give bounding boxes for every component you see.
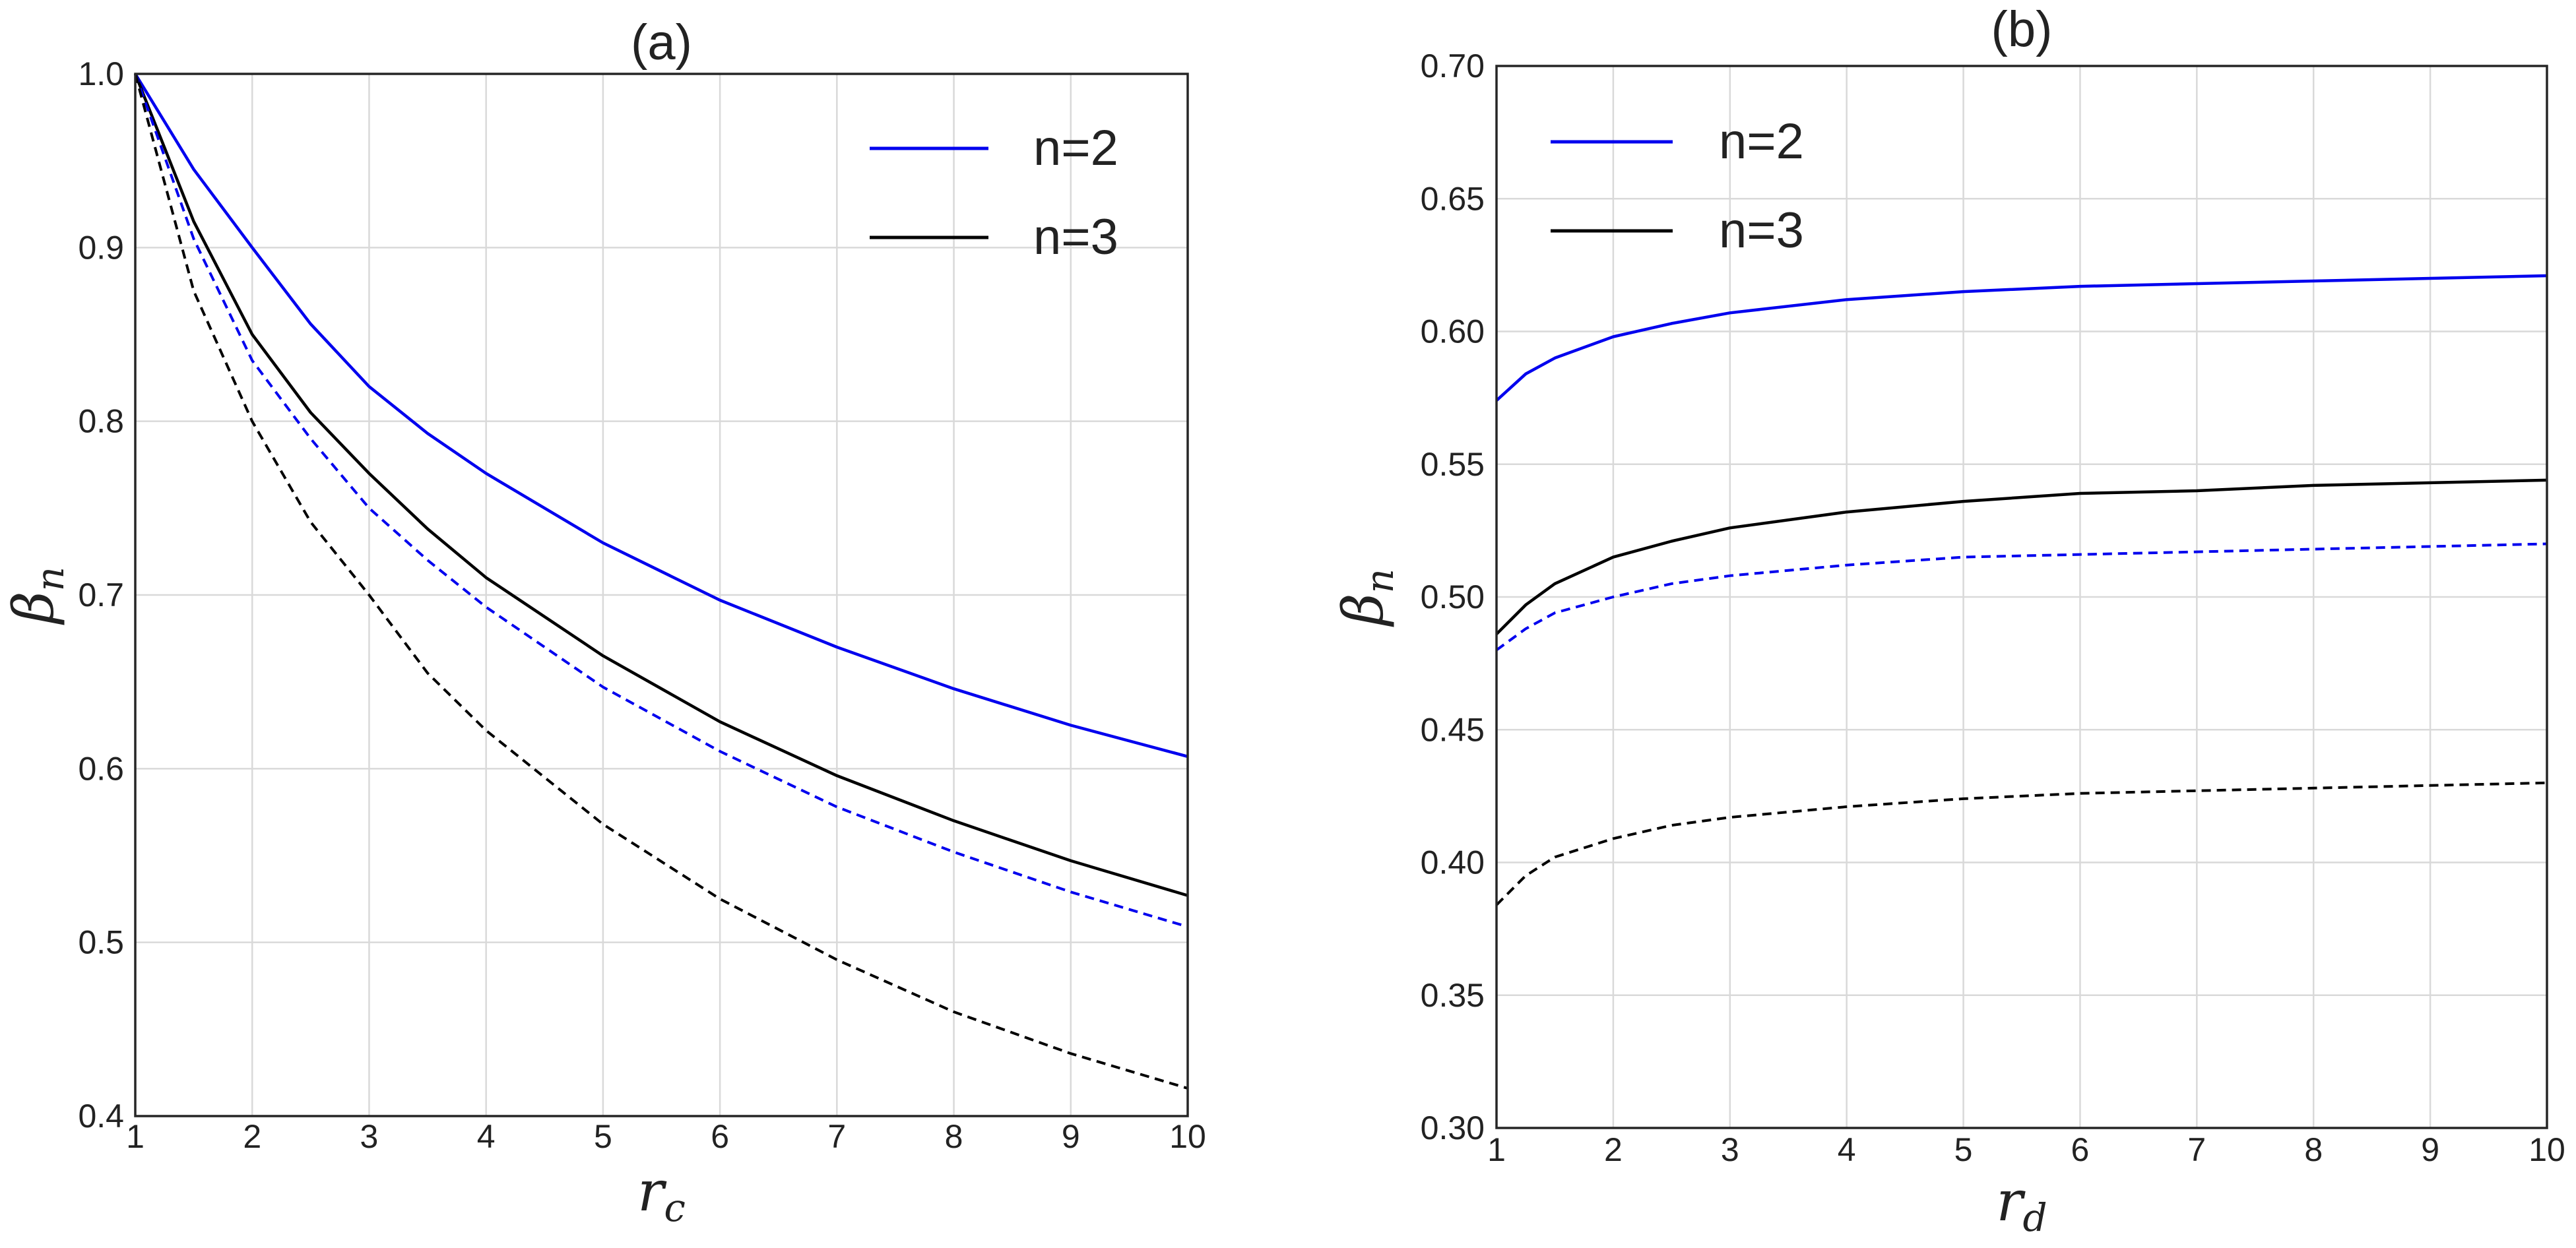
x-tick-label: 7: [2187, 1131, 2206, 1168]
x-tick-label: 1: [1487, 1131, 1506, 1168]
y-tick-label: 0.55: [1421, 446, 1485, 483]
x-tick-label: 2: [1604, 1131, 1623, 1168]
chart-panel-b: 1 2 3 4 5 6 7 8 9 10 0.30 0.35 0.40 0.45 0.50 0.55 0.60 0…: [1331, 1, 2565, 1240]
legend-label: n=2: [1033, 120, 1118, 176]
x-axis-label: rc: [637, 1159, 686, 1230]
y-axis-label-sub: n: [1357, 569, 1402, 593]
y-tick-label: 0.30: [1421, 1109, 1485, 1146]
x-axis-label-sub: d: [2023, 1195, 2047, 1240]
x-tick-label: 8: [2304, 1131, 2323, 1168]
y-tick-label: 0.5: [78, 924, 124, 961]
x-tick-label: 3: [1721, 1131, 1739, 1168]
panel-title: (a): [631, 15, 692, 71]
x-axis-label-main: r: [637, 1159, 667, 1224]
x-tick-label: 4: [1838, 1131, 1856, 1168]
y-tick-label: 0.60: [1421, 313, 1485, 350]
series-line-4-n-3-dashed-: [134, 73, 1188, 1090]
x-axis-label-main: r: [1996, 1169, 2026, 1233]
y-tick-label: 0.6: [78, 750, 124, 787]
x-axis-label-sub: c: [664, 1185, 685, 1230]
series-line-4-n-3-dashed-: [1495, 781, 2548, 906]
x-tick-label: 8: [945, 1118, 963, 1155]
y-axis-label-sub: n: [28, 567, 73, 591]
y-tick-label: 0.8: [78, 403, 124, 440]
legend-label: n=3: [1033, 209, 1118, 265]
x-tick-label: 10: [1169, 1118, 1206, 1155]
series-line-2-n-3: [1495, 478, 2548, 635]
x-tick-label: 5: [1954, 1131, 1973, 1168]
x-tick-label: 1: [126, 1118, 145, 1155]
x-tick-label: 6: [711, 1118, 729, 1155]
x-tick-label: 9: [2421, 1131, 2439, 1168]
y-tick-label: 0.35: [1421, 977, 1485, 1014]
x-tick-label: 6: [2071, 1131, 2090, 1168]
axes-frame: [134, 73, 1189, 1117]
y-tick-label: 0.40: [1421, 844, 1485, 881]
x-tick-label: 9: [1062, 1118, 1080, 1155]
x-tick-label: 2: [243, 1118, 261, 1155]
legend-label: n=2: [1719, 113, 1804, 170]
series-line-1-n-2: [134, 73, 1188, 759]
y-tick-label: 0.70: [1421, 47, 1485, 84]
y-tick-label: 1.0: [78, 55, 124, 92]
x-tick-label: 5: [594, 1118, 612, 1155]
series-line-3-n-2-dashed-: [134, 73, 1188, 928]
axes-frame: [1495, 65, 2548, 1129]
series-line-2-n-3: [133, 73, 1188, 897]
x-tick-label: 10: [2528, 1131, 2565, 1168]
series-line-1-n-2: [1495, 274, 2548, 402]
x-tick-label: 4: [477, 1118, 496, 1155]
legend: n=2 n=3: [870, 120, 1118, 265]
y-tick-label: 0.4: [78, 1098, 124, 1135]
y-tick-label: 0.45: [1421, 711, 1485, 748]
y-axis-label-main: β: [1331, 593, 1396, 627]
x-axis-label: rd: [1996, 1169, 2047, 1240]
y-axis-label: βn: [1331, 569, 1402, 627]
x-tick-label: 7: [827, 1118, 846, 1155]
y-axis-label: βn: [1, 567, 73, 625]
y-axis-label-main: β: [1, 591, 66, 625]
y-tick-label: 0.7: [78, 577, 124, 613]
legend-label: n=3: [1719, 203, 1804, 259]
x-tick-label: 3: [360, 1118, 379, 1155]
y-tick-label: 0.50: [1421, 578, 1485, 615]
series-line-3-n-2-dashed-: [1495, 542, 2548, 652]
y-tick-label: 0.9: [78, 229, 124, 266]
y-tick-label: 0.65: [1421, 180, 1485, 217]
legend: n=2 n=3: [1551, 113, 1804, 259]
panel-title: (b): [1991, 1, 2053, 57]
chart-panel-a: 1 2 3 4 5 6 7 8 9 100.40.50.60.70.80.91.0(a)rcβnn…: [1, 15, 1206, 1230]
